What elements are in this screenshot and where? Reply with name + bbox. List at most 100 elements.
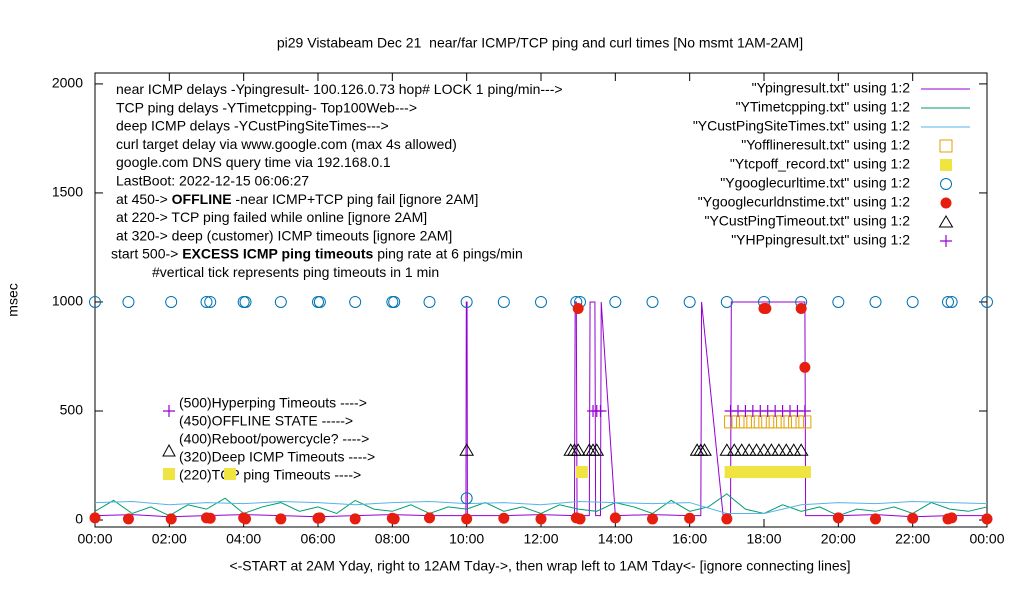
point [940, 178, 952, 190]
annotation-part: near ICMP delays -Ypingresult- 100.126.0… [116, 81, 563, 97]
annotation: at 450-> OFFLINE -near ICMP+TCP ping fai… [116, 191, 478, 207]
annotation-part: OFFLINE [172, 191, 232, 207]
point [535, 513, 547, 525]
point [274, 295, 287, 308]
point [165, 295, 178, 308]
x-tick-label: 04:00 [226, 531, 261, 547]
point [240, 513, 252, 525]
legend-label: "YTimetcpping.txt" using 1:2 [736, 99, 911, 115]
point [798, 404, 811, 417]
point [349, 513, 361, 525]
key-icons [162, 405, 176, 480]
point [940, 159, 952, 171]
point [981, 513, 993, 525]
key-note: (500)Hyperping Timeouts ----> [179, 395, 367, 411]
point [589, 443, 605, 456]
point [869, 295, 882, 308]
legend-label: "Ypingresult.txt" using 1:2 [752, 80, 911, 96]
point [756, 443, 772, 456]
point [497, 295, 510, 308]
annotation-part: curl target delay via www.google.com (ma… [116, 136, 457, 152]
point [941, 295, 954, 308]
point [570, 443, 586, 456]
point [424, 512, 435, 524]
point [741, 443, 757, 456]
x-tick-label: 00:00 [969, 531, 1004, 547]
y-tick-label: 0 [75, 511, 83, 527]
annotation: LastBoot: 2022-12-15 06:06:27 [116, 172, 309, 188]
y-tick-label: 2000 [52, 75, 83, 91]
point [726, 443, 742, 456]
point [459, 443, 475, 456]
x-tick-label: 22:00 [895, 531, 930, 547]
point [946, 512, 958, 524]
legend-label: "YCustPingSiteTimes.txt" using 1:2 [693, 118, 910, 134]
key-note: (320)Deep ICMP Timeouts ----> [179, 449, 375, 465]
point [200, 295, 213, 308]
key-icon [163, 468, 175, 480]
x-tick-label: 16:00 [672, 531, 707, 547]
point [423, 295, 436, 308]
point [778, 443, 794, 456]
point [388, 295, 401, 308]
point [646, 295, 659, 308]
annotation: near ICMP delays -Ypingresult- 100.126.0… [116, 81, 563, 97]
point [609, 295, 622, 308]
point [239, 295, 252, 308]
key-note: (220)TCP ping Timeouts ----> [179, 467, 361, 483]
y-tick-label: 1500 [52, 184, 83, 200]
point [165, 513, 177, 525]
legend-label: "Ygooglecurldnstime.txt" using 1:2 [698, 194, 910, 210]
point [89, 512, 101, 524]
annotation-part: -near ICMP+TCP ping fail [ignore 2AM] [232, 191, 479, 207]
annotation-part: EXCESS ICMP ping timeouts [182, 245, 373, 261]
point [786, 443, 802, 456]
point [938, 215, 954, 228]
point [981, 295, 993, 308]
point [799, 361, 811, 373]
key-icon [163, 405, 175, 417]
y-tick-label: 500 [60, 402, 84, 418]
point [275, 513, 287, 525]
point [684, 512, 696, 524]
annotation-part: ping rate at 6 pings/min [373, 245, 522, 261]
x-tick-label: 08:00 [375, 531, 410, 547]
point [574, 513, 586, 525]
annotation: TCP ping delays -YTimetcpping- Top100Web… [116, 99, 417, 115]
legend-label: "YHPpingresult.txt" using 1:2 [731, 232, 910, 248]
point [832, 295, 845, 308]
point [683, 295, 696, 308]
point [760, 303, 772, 315]
x-tick-label: 10:00 [449, 531, 484, 547]
series-line [94, 500, 988, 514]
point [498, 512, 510, 524]
x-tick-label: 02:00 [152, 531, 187, 547]
point [939, 139, 953, 153]
point [460, 295, 473, 308]
point [349, 295, 362, 308]
x-tick-label: 06:00 [300, 531, 335, 547]
point [798, 466, 811, 479]
annotation: curl target delay via www.google.com (ma… [116, 136, 457, 152]
point [204, 512, 216, 524]
x-tick-label: 20:00 [821, 531, 856, 547]
key-note: (450)OFFLINE STATE -----> [179, 413, 353, 429]
key-note: (400)Reboot/powercycle? ----> [179, 431, 369, 447]
point [594, 404, 607, 417]
point [89, 295, 101, 308]
x-tick-label: 00:00 [77, 531, 112, 547]
point [314, 512, 326, 524]
annotation: deep ICMP delays -YCustPingSiteTimes---> [116, 117, 389, 133]
y-axis-label: msec [5, 283, 21, 316]
point [906, 295, 919, 308]
y-tick-label: 1000 [52, 293, 83, 309]
annotation-part: TCP ping delays -YTimetcpping- Top100Web… [116, 99, 417, 115]
point [749, 443, 764, 456]
key-icon [224, 468, 236, 480]
point [795, 303, 807, 315]
annotation-part: LastBoot: 2022-12-15 06:06:27 [116, 172, 309, 188]
point [122, 513, 134, 525]
point [764, 443, 779, 456]
x-tick-label: 12:00 [523, 531, 558, 547]
